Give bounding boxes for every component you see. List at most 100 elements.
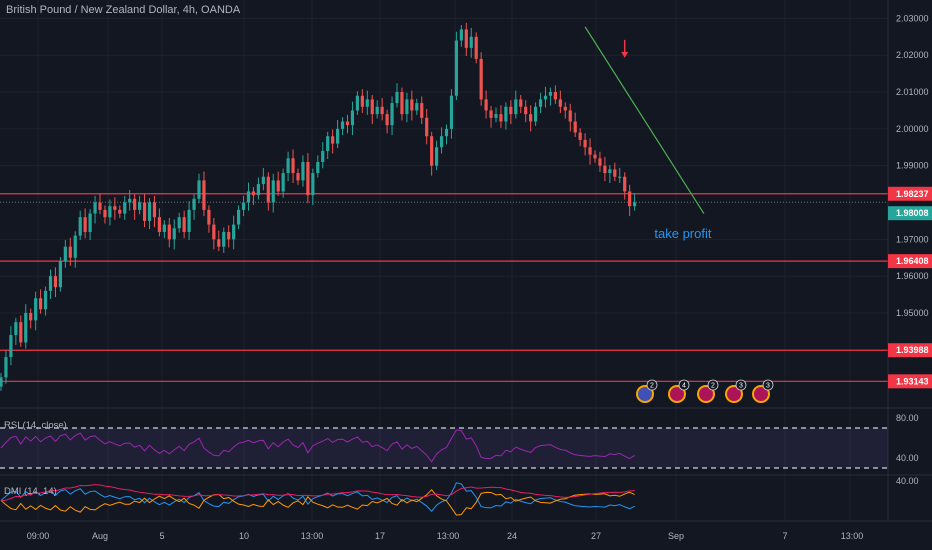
candle-body [459,29,463,41]
dmi-pane: DMI (14, 14) 40.00 [0,474,932,516]
event-flag-icon[interactable]: 3 [725,379,747,403]
candle-body [469,36,473,48]
time-tick-label: 13:00 [437,531,460,541]
candle-body [553,92,557,100]
event-flag-icon[interactable]: 3 [752,379,774,403]
candle-body [24,312,28,343]
candle-body [628,191,632,207]
candle-body [360,95,364,107]
candle-body [108,206,112,218]
candle-body [618,176,622,178]
flag-icon [699,387,713,401]
dmi-plus-line [0,482,635,512]
candle-body [425,117,429,137]
time-tick-label: 5 [159,531,164,541]
candle-body [19,322,23,343]
candle-body [83,217,87,232]
price-tick-label: 1.95000 [896,308,929,318]
price-grid [0,0,888,520]
candle-body [14,322,18,336]
candle-body [207,209,211,225]
time-tick-label: 24 [507,531,517,541]
candle-body [128,198,132,203]
event-flag-icon[interactable]: 4 [668,379,690,403]
rsi-tick-label: 80.00 [896,413,919,423]
candle-body [494,114,498,118]
candle-body [157,217,161,232]
candle-body [519,99,523,107]
candle-body [489,110,493,118]
candle-body [449,95,454,129]
dmi-minus-line [0,488,635,516]
candle-body [380,106,384,115]
candle-body [261,176,265,185]
price-tick-label: 1.99000 [896,161,929,171]
candle-body [484,99,488,111]
candle-body [133,198,137,210]
time-tick-label: Aug [92,531,108,541]
time-tick-label: 13:00 [301,531,324,541]
candle-body [316,162,320,174]
event-flag-icon[interactable]: 2 [697,379,719,403]
time-tick-label: 10 [239,531,249,541]
candle-body [88,213,92,232]
candle-body [514,99,518,115]
time-tick-label: Sep [668,531,684,541]
candle-body [177,217,181,229]
time-axis: 09:00 Aug 5 10 13:00 17 13:00 24 27 Sep 7 13:00 [0,520,932,541]
candle-body [326,136,330,151]
level-tag [888,186,932,201]
candle-body [439,136,444,148]
candle-body [138,202,142,210]
candle-body [123,202,127,214]
candle-body [331,136,335,144]
candle-body [222,231,226,247]
economic-events: 2 4 2 3 3 [636,379,774,403]
candle-body [633,202,637,207]
candle-body [162,224,166,232]
candle-body [172,228,176,240]
take-profit-label: take profit [654,226,711,241]
candle-body [608,169,612,174]
level-tag-label: 1.98237 [896,189,929,199]
candle-body [370,99,374,115]
candle-body [321,150,325,162]
candle-body [73,235,77,258]
overlays: take profit [584,26,712,241]
dmi-label: DMI (14, 14) [4,486,57,497]
candle-body [350,110,355,126]
support-resistance-levels [0,193,888,382]
time-tick-label: 27 [591,531,601,541]
candle-body [524,106,528,115]
rsi-label: RSI (14, close) [4,420,67,431]
candle-body [301,162,305,181]
candle-body [306,162,310,196]
time-tick-label: 13:00 [841,531,864,541]
price-axis: 1.95000 1.96000 1.97000 1.99000 2.00000 2.010… [887,0,932,550]
candle-body [534,106,538,122]
candle-body [499,114,503,122]
rsi-line [0,429,635,463]
level-tag-label: 1.96408 [896,256,929,266]
flag-icon [670,387,684,401]
candle-body [593,154,597,159]
candle-body [78,217,82,236]
current-price-label: 1.98008 [896,208,929,218]
level-tag [888,254,932,269]
candle-body [430,136,434,166]
candle-body [142,202,147,221]
candle-body [251,191,256,196]
price-axis-bg [888,0,932,550]
price-tick-label: 1.97000 [896,234,929,244]
candle-body [583,139,587,148]
event-flag-icon[interactable]: 2 [636,379,658,403]
candle-body [212,224,216,240]
candle-body [39,298,43,310]
candle-body [558,99,562,107]
candle-body [271,180,275,203]
candle-body [256,184,260,196]
event-count-bubble [735,379,747,391]
candle-body [598,158,602,166]
candle-body [410,99,414,111]
